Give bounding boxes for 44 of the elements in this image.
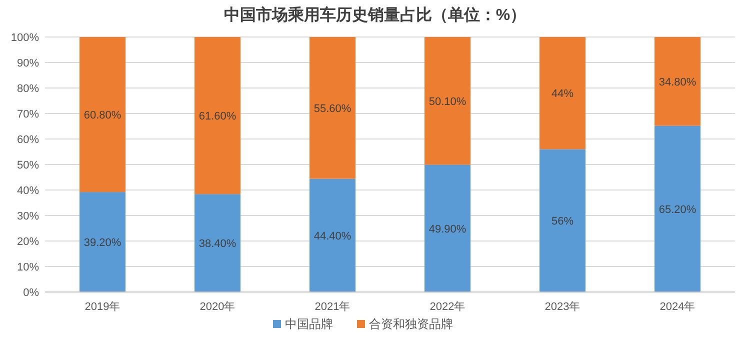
y-tick-label: 20%	[16, 236, 40, 248]
data-label: 65.20%	[658, 204, 696, 216]
bar	[424, 164, 470, 292]
y-tick-label: 90%	[16, 58, 40, 70]
y-tick-label: 50%	[16, 160, 40, 172]
y-tick-label: 60%	[16, 134, 40, 146]
bar	[80, 192, 126, 292]
y-tick-label: 0%	[23, 287, 40, 299]
x-tick-label: 2021年	[314, 301, 350, 313]
chart-title: 中国市场乘用车历史销量占比（单位：%）	[224, 6, 526, 24]
y-tick-label: 70%	[16, 108, 40, 120]
bar	[310, 178, 356, 292]
y-tick-label: 10%	[16, 262, 40, 274]
y-tick-label: 80%	[16, 83, 40, 95]
x-tick-label: 2023年	[544, 301, 580, 313]
y-tick-label: 40%	[16, 185, 40, 197]
data-label: 60.80%	[84, 110, 122, 122]
bar	[654, 37, 700, 126]
bar	[194, 194, 240, 292]
bar	[424, 37, 470, 165]
data-label: 55.60%	[314, 102, 352, 115]
x-tick-label: 2020年	[200, 301, 236, 313]
legend-label: 合资和独资品牌	[369, 317, 453, 331]
data-label: 61.60%	[198, 110, 236, 123]
y-tick-label: 100%	[10, 32, 40, 44]
data-label: 44%	[551, 88, 574, 100]
bar	[540, 149, 586, 292]
legend-label: 中国品牌	[285, 317, 333, 331]
data-label: 56%	[551, 216, 574, 228]
data-label: 38.40%	[198, 238, 236, 250]
data-label: 50.10%	[428, 96, 466, 108]
bar	[540, 37, 586, 150]
bar	[654, 126, 700, 292]
bar	[310, 37, 356, 179]
data-label: 34.80%	[658, 76, 696, 88]
data-label: 49.90%	[428, 223, 466, 236]
x-tick-label: 2019年	[84, 301, 120, 313]
y-tick-label: 30%	[16, 210, 40, 222]
data-label: 44.40%	[314, 230, 352, 242]
x-tick-label: 2022年	[430, 301, 466, 313]
bar	[194, 37, 240, 194]
bar	[80, 37, 126, 192]
data-label: 39.20%	[84, 237, 122, 250]
x-tick-label: 2024年	[660, 301, 696, 313]
